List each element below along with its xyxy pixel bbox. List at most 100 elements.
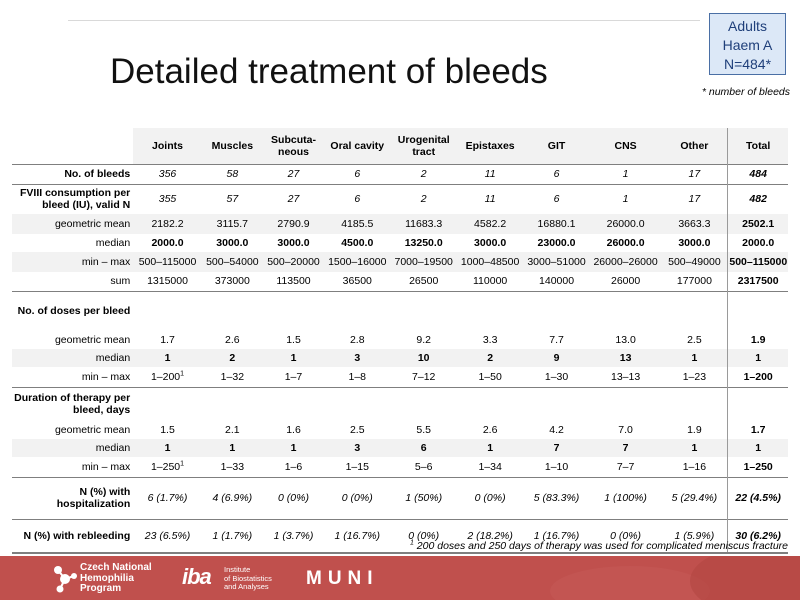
- table-cell: 0 (0%): [262, 476, 325, 519]
- table-cell: 1.5: [160, 424, 175, 436]
- table-cell: 26500: [409, 275, 439, 288]
- table-cell: 3000.0: [474, 237, 507, 249]
- cnhp-line: Program: [80, 583, 122, 594]
- col-header: Oral cavity: [324, 128, 391, 164]
- table-cell: [523, 386, 590, 421]
- table-cell: 7.7: [549, 334, 564, 346]
- table-cell: 500–49000: [661, 252, 728, 272]
- table-cell: 9: [523, 349, 590, 367]
- table-cell: [523, 290, 590, 331]
- table-cell: 3000.0: [678, 237, 711, 249]
- table-cell: 23000.0: [537, 237, 576, 249]
- table-cell: 6 (1.7%): [133, 476, 202, 519]
- table-cell: 4500.0: [341, 237, 374, 249]
- table-cell: 1 (3.7%): [262, 518, 325, 554]
- table-cell: [201, 386, 263, 421]
- table-cell: 2: [456, 349, 524, 367]
- table-cell: 17: [661, 183, 728, 214]
- table-cell: 1–23: [682, 370, 707, 383]
- table-cell: 1–6: [284, 460, 303, 473]
- table-cell: [390, 290, 457, 331]
- table-cell: 6: [390, 439, 457, 457]
- table-cell: 3: [324, 349, 391, 367]
- table-cell-total: 30 (6.2%): [727, 518, 788, 554]
- table-cell: 7: [523, 439, 590, 457]
- table-cell: 7.0: [618, 424, 633, 436]
- col-header: Subcuta- neous: [262, 128, 325, 164]
- table-cell: 3: [324, 439, 391, 457]
- table-row: geometric mean 2182.2 3115.7 2790.9 4185…: [12, 214, 788, 234]
- row-label: geometric mean: [12, 214, 134, 234]
- row-label: geometric mean: [54, 424, 131, 436]
- table-cell: 113500: [276, 275, 311, 288]
- table-cell: 1: [661, 349, 728, 367]
- table-cell: 1 (16.7%): [523, 518, 590, 554]
- table-cell: 2: [201, 349, 263, 367]
- table-cell-total: 1–200: [727, 367, 788, 387]
- table-cell: 1.5: [286, 334, 301, 346]
- header-row: Joints Muscles Subcuta- neous Oral cavit…: [12, 128, 788, 164]
- table-row: min – max 1–2001 1–32 1–7 1–8 7–12 1–50 …: [12, 367, 788, 387]
- table-cell: 5 (83.3%): [523, 476, 590, 519]
- table-cell: 27: [262, 183, 325, 214]
- table-cell: 11683.3: [390, 214, 457, 234]
- table-cell: 4 (6.9%): [201, 476, 263, 519]
- table-cell: 11: [456, 183, 524, 214]
- col-header: GIT: [523, 128, 590, 164]
- table-row: No. of doses per bleed: [12, 290, 788, 331]
- table-cell: 7: [589, 439, 662, 457]
- table-row: min – max 500–115000 500–54000 500–20000…: [12, 252, 788, 272]
- table-row: FVIII consumption per bleed (IU), valid …: [12, 183, 788, 214]
- table-cell: 2.6: [482, 424, 498, 436]
- iba-logo-text: Institute of Biostatistics and Analyses: [224, 565, 272, 592]
- table-cell: 2.1: [225, 424, 240, 436]
- table-cell: 36500: [342, 275, 372, 288]
- table-cell: 3000–51000: [523, 252, 590, 272]
- table-footnote: 1 200 doses and 250 days of therapy was …: [409, 539, 788, 553]
- table-row: geometric mean 1.7 2.6 1.5 2.8 9.2 3.3 7…: [12, 331, 788, 349]
- table-cell: 0 (0%): [589, 518, 662, 554]
- table-cell: 26000.0: [606, 237, 645, 249]
- table-cell: 1–8: [348, 370, 367, 383]
- table-cell: 2.8: [349, 334, 365, 346]
- table-cell: [262, 386, 325, 421]
- table-cell: 1: [133, 439, 202, 457]
- table-cell: 58: [201, 163, 263, 184]
- table-cell: 1–30: [544, 370, 569, 383]
- table-cell: 1 (16.7%): [324, 518, 391, 554]
- table-cell: 1–50: [478, 370, 502, 383]
- table-cell: 177000: [676, 275, 712, 288]
- table-cell: 2000.0: [151, 237, 184, 249]
- table-cell: 1–2501: [133, 457, 202, 477]
- col-header: Other: [661, 128, 728, 164]
- table-cell-total: 2502.1: [727, 214, 788, 234]
- cell-text: 1–200: [150, 370, 181, 383]
- cohort-info-box: Adults Haem A N=484*: [709, 13, 786, 75]
- iba-logo-mark: iba: [182, 564, 212, 589]
- cnhp-logo: Czech National Hemophilia Program: [50, 562, 170, 596]
- table-cell: 1.9: [687, 424, 702, 436]
- table-cell: 1: [456, 439, 524, 457]
- bleeds-note: * number of bleeds: [701, 86, 790, 98]
- col-header: Epistaxes: [456, 128, 524, 164]
- table-cell: 500–54000: [201, 252, 263, 272]
- table-cell: 1–32: [220, 370, 245, 383]
- cnhp-line: Hemophilia: [80, 572, 134, 584]
- table-cell: 6: [324, 163, 391, 184]
- table-cell-total: 1.9: [727, 331, 788, 349]
- table-cell: 4185.5: [324, 214, 391, 234]
- table-cell: 0 (0%): [456, 476, 524, 519]
- row-label: median: [95, 237, 131, 249]
- footnote-marker: 1: [180, 460, 185, 468]
- table-cell: 2.5: [687, 334, 702, 346]
- table-cell-total: 1: [727, 349, 788, 367]
- table-row: sum 1315000 373000 113500 36500 26500 11…: [12, 272, 788, 291]
- table-cell-total: [727, 290, 788, 331]
- table-cell: 2 (18.2%): [456, 518, 524, 554]
- table-cell: 1 (100%): [589, 476, 662, 519]
- table-cell: 5.5: [416, 424, 431, 436]
- footnote-marker: 1: [409, 539, 414, 547]
- row-label: min – max: [81, 370, 131, 383]
- table-cell: [201, 290, 263, 331]
- table-cell-total: 484: [727, 163, 788, 184]
